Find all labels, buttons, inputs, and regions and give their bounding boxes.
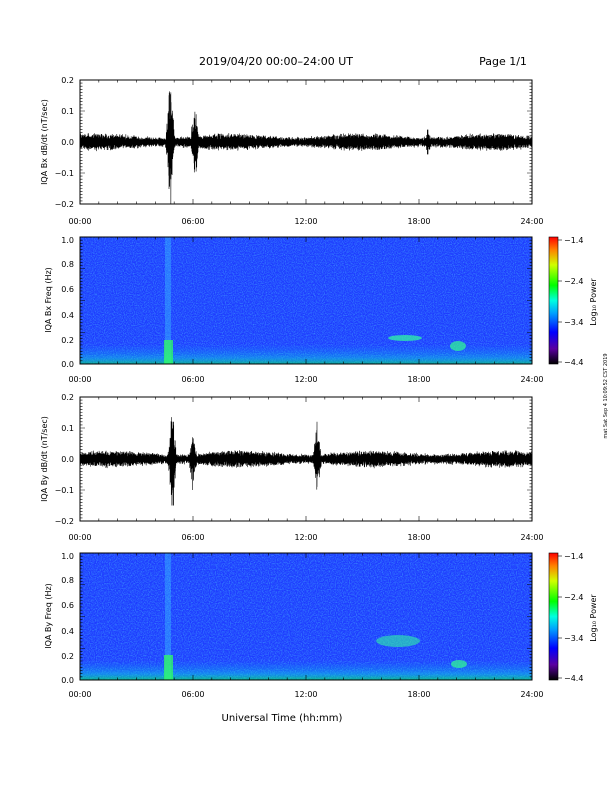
by-spectrogram-ytick-3: 0.4 (61, 627, 74, 636)
by-colorbar-tick-0: −1.4 (564, 552, 583, 561)
bx-spectrogram-xtick-1: 06:00 (181, 375, 204, 384)
by-colorbar-tick-2: −3.4 (564, 634, 583, 643)
by-spectrogram-ytick-2: 0.6 (61, 601, 74, 610)
bx-spectrogram-xtick-3: 18:00 (407, 375, 430, 384)
by-spectrogram-xtick-4: 24:00 (520, 690, 543, 699)
x-axis-label: Universal Time (hh:mm) (222, 713, 343, 724)
by-spectrogram-ytick-0: 1.0 (61, 552, 74, 561)
by-dbdt-ylabel: IQA By dB/dt (nT/sec) (40, 416, 49, 502)
by-spectrogram-tick-marks (79, 552, 533, 681)
run-timestamp: mat Sat Sep 4 10:09:52 CST 2019 (603, 353, 609, 438)
bx-dbdt-xtick-1: 06:00 (181, 217, 204, 226)
bx-spectrogram-event-burst (164, 340, 173, 364)
by-spectrogram-noise (80, 553, 532, 680)
by-spectrogram-ylabel: IQA By Freq (Hz) (44, 583, 53, 649)
bx-spectrogram-ylabel: IQA Bx Freq (Hz) (44, 267, 53, 333)
by-dbdt-ytick-0: 0.2 (61, 393, 74, 402)
by-dbdt-ytick-1: 0.1 (61, 424, 74, 433)
by-dbdt-ytick-4: −0.2 (55, 517, 74, 526)
bx-dbdt-xtick-3: 18:00 (407, 217, 430, 226)
by-spectrogram-xtick-1: 06:00 (181, 690, 204, 699)
by-dbdt-xtick-0: 00:00 (68, 533, 91, 542)
bx-dbdt-ytick-4: −0.2 (55, 200, 74, 209)
by-spectrogram-ytick-5: 0.0 (61, 676, 74, 685)
by-spectrogram-ytick-1: 0.8 (61, 576, 74, 585)
bx-dbdt-xtick-4: 24:00 (520, 217, 543, 226)
by-colorbar-tick-3: −4.4 (564, 674, 583, 683)
bx-colorbar-tick-3: −4.4 (564, 358, 583, 367)
bx-spectrogram-panel: IQA Bx Freq (Hz) 00:00 06:00 12:00 18:00… (44, 236, 598, 384)
bx-dbdt-ytick-3: −0.1 (55, 169, 74, 178)
bx-spectrogram-ytick-1: 0.8 (61, 260, 74, 269)
by-dbdt-xtick-4: 24:00 (520, 533, 543, 542)
bx-spectrogram-xtick-2: 12:00 (294, 375, 317, 384)
by-dbdt-trace (79, 417, 533, 506)
by-spectrogram-xtick-3: 18:00 (407, 690, 430, 699)
bx-colorbar (548, 236, 559, 365)
by-spectrogram-feature-a (376, 635, 420, 647)
bx-dbdt-trace (79, 91, 533, 205)
bx-spectrogram-xtick-0: 00:00 (68, 375, 91, 384)
bx-colorbar-label: Log₁₀ Power (589, 278, 598, 326)
bx-dbdt-panel: IQA Bx dB/dt (nT/sec) 00:00 06:00 12:00 … (40, 76, 544, 226)
page-number: Page 1/1 (479, 55, 527, 68)
bx-colorbar-tick-0: −1.4 (564, 236, 583, 245)
bx-spectrogram-ytick-0: 1.0 (61, 236, 74, 245)
bx-dbdt-ylabel: IQA Bx dB/dt (nT/sec) (40, 99, 49, 185)
by-dbdt-xtick-1: 06:00 (181, 533, 204, 542)
bx-spectrogram-feature-a (388, 335, 422, 341)
by-dbdt-xtick-3: 18:00 (407, 533, 430, 542)
by-dbdt-xtick-2: 12:00 (294, 533, 317, 542)
by-spectrogram-ytick-4: 0.2 (61, 652, 74, 661)
bx-colorbar-tick-2: −3.4 (564, 318, 583, 327)
by-dbdt-ytick-2: 0.0 (61, 455, 74, 464)
bx-spectrogram-ytick-5: 0.0 (61, 360, 74, 369)
by-spectrogram-event-stripe (165, 553, 171, 680)
bx-dbdt-ytick-2: 0.0 (61, 138, 74, 147)
bx-spectrogram-feature-b (450, 341, 466, 351)
by-dbdt-panel: IQA By dB/dt (nT/sec) 00:00 06:00 12:00 … (40, 393, 544, 542)
bx-spectrogram-ytick-3: 0.4 (61, 311, 74, 320)
by-colorbar (548, 552, 559, 681)
bx-spectrogram-ytick-2: 0.6 (61, 285, 74, 294)
by-spectrogram-panel: IQA By Freq (Hz) 00:00 06:00 12:00 18:00… (44, 552, 598, 699)
by-dbdt-ytick-3: −0.1 (55, 486, 74, 495)
by-spectrogram-xtick-2: 12:00 (294, 690, 317, 699)
bx-spectrogram-event-stripe (165, 237, 171, 364)
bx-dbdt-xtick-0: 00:00 (68, 217, 91, 226)
by-spectrogram-xtick-0: 00:00 (68, 690, 91, 699)
by-spectrogram-feature-b (451, 660, 467, 668)
bx-dbdt-xtick-2: 12:00 (294, 217, 317, 226)
bx-spectrogram-xtick-4: 24:00 (520, 375, 543, 384)
bx-colorbar-tick-1: −2.4 (564, 277, 583, 286)
by-spectrogram-event-burst (164, 655, 173, 680)
by-spectrogram-ticks (79, 552, 533, 681)
date-range-title: 2019/04/20 00:00–24:00 UT (199, 55, 353, 68)
bx-dbdt-ytick-1: 0.1 (61, 107, 74, 116)
by-colorbar-label: Log₁₀ Power (589, 594, 598, 642)
bx-dbdt-ytick-0: 0.2 (61, 76, 74, 85)
bx-spectrogram-ticks (79, 236, 533, 365)
by-colorbar-tick-1: −2.4 (564, 593, 583, 602)
bx-spectrogram-ytick-4: 0.2 (61, 336, 74, 345)
bx-spectrogram-tick-marks (79, 236, 533, 365)
